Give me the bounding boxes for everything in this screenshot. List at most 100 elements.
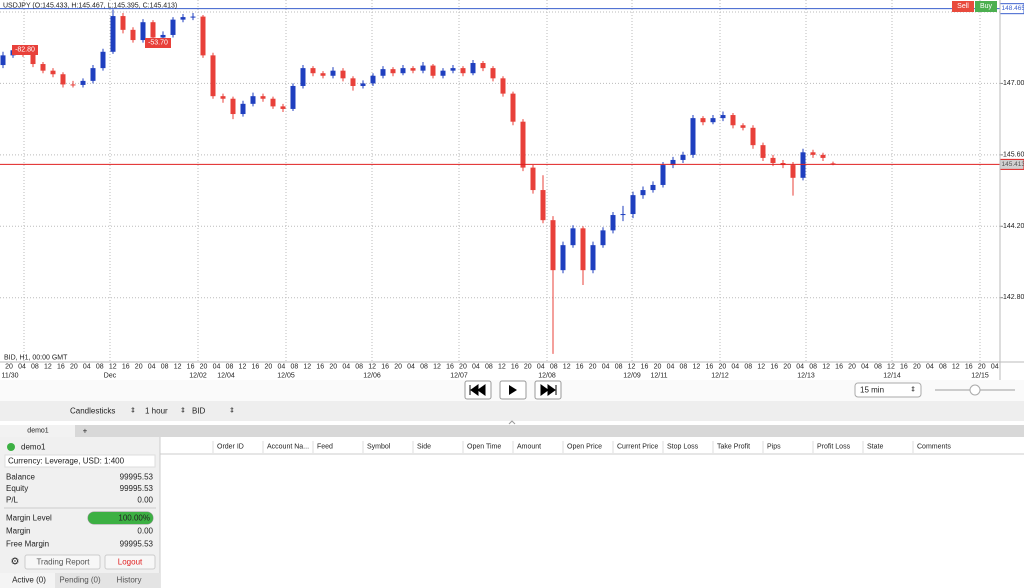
x-tick-label: 20 xyxy=(329,364,337,371)
column-header[interactable]: Pips xyxy=(767,444,781,451)
logout-label[interactable]: Logout xyxy=(118,558,143,567)
column-header[interactable]: Comments xyxy=(917,444,951,451)
order-tab[interactable]: Pending (0) xyxy=(59,576,101,585)
column-header[interactable]: Open Time xyxy=(467,444,501,451)
candle-body xyxy=(590,245,596,271)
account-label: Equity xyxy=(6,484,28,493)
column-header[interactable]: Side xyxy=(417,444,431,451)
column-header[interactable]: Profit Loss xyxy=(817,444,851,451)
candle-body xyxy=(500,78,506,94)
sell-button[interactable] xyxy=(952,1,974,12)
column-header[interactable]: Symbol xyxy=(367,444,391,451)
candle-body xyxy=(430,65,436,76)
candle-body xyxy=(330,70,336,76)
candle-body xyxy=(300,68,306,86)
x-tick-label: 12 xyxy=(628,364,636,371)
settings-icon[interactable]: ⚙ xyxy=(11,557,20,568)
x-tick-label: 20 xyxy=(135,364,143,371)
dropdown-arrow: ⇕ xyxy=(229,407,235,415)
candle-body xyxy=(80,80,86,85)
report-label[interactable]: Trading Report xyxy=(36,558,90,567)
candle-body xyxy=(670,159,676,166)
chart-type[interactable]: Candlesticks xyxy=(70,407,115,416)
timeframe[interactable]: 1 hour xyxy=(145,407,168,416)
interval-select[interactable] xyxy=(854,382,922,398)
trade-marker[interactable] xyxy=(12,45,38,55)
candle-body xyxy=(210,55,216,97)
column-header[interactable]: Amount xyxy=(517,444,541,451)
trade-marker[interactable] xyxy=(145,38,171,48)
x-tick-label: 12 xyxy=(174,364,182,371)
candle-body xyxy=(690,118,696,155)
candle-body xyxy=(90,68,96,81)
tab[interactable] xyxy=(0,425,75,437)
buy-label[interactable]: Buy xyxy=(980,3,993,10)
x-date-label: 12/09 xyxy=(623,373,641,380)
x-tick-label: 12 xyxy=(303,364,311,371)
trade-marker-label[interactable]: -53.70 xyxy=(148,40,168,47)
column-header[interactable]: Stop Loss xyxy=(667,444,699,451)
report-button[interactable] xyxy=(24,554,101,570)
column-header[interactable]: State xyxy=(867,444,883,451)
select-arrow: ⇕ xyxy=(910,386,916,394)
candle-body xyxy=(740,125,746,128)
logout-button[interactable] xyxy=(104,554,156,570)
x-tick-label: 08 xyxy=(615,364,623,371)
candle-body xyxy=(470,63,476,74)
candle-body xyxy=(550,220,556,271)
x-tick-label: 20 xyxy=(5,364,13,371)
trade-marker-label[interactable]: -82.80 xyxy=(15,47,35,54)
splitter-handle[interactable] xyxy=(508,420,516,425)
candle-body xyxy=(800,152,806,178)
column-header[interactable]: Take Profit xyxy=(717,444,750,451)
x-tick-label: 04 xyxy=(148,364,156,371)
column-header[interactable]: Open Price xyxy=(567,444,602,451)
margin-level-value: 100.00% xyxy=(118,514,150,523)
x-tick-label: 16 xyxy=(316,364,324,371)
sell-label[interactable]: Sell xyxy=(957,3,969,10)
add-tab[interactable]: + xyxy=(83,427,88,436)
candle-body xyxy=(810,152,816,155)
x-tick-label: 08 xyxy=(290,364,298,371)
margin-level-bar xyxy=(88,512,153,524)
order-tab-active[interactable] xyxy=(0,573,55,588)
order-tab[interactable]: Active (0) xyxy=(12,576,46,585)
buy-button[interactable] xyxy=(975,1,997,12)
x-tick-label: 12 xyxy=(109,364,117,371)
candle-body xyxy=(350,78,356,86)
candle-body xyxy=(710,118,716,123)
table-header: Order ID Account Na... Feed Symbol Side Open … xyxy=(212,441,951,453)
x-tick-label: 08 xyxy=(420,364,428,371)
tab-label[interactable]: demo1 xyxy=(27,428,49,435)
account-label: Free Margin xyxy=(6,540,49,549)
x-tick-label: 20 xyxy=(913,364,921,371)
x-tick-label: 12 xyxy=(822,364,830,371)
x-tick-label: 20 xyxy=(848,364,856,371)
candle-body xyxy=(450,68,456,71)
status-dot xyxy=(7,443,15,451)
interval-label[interactable]: 15 min xyxy=(860,386,884,395)
candle-body xyxy=(620,214,626,216)
column-header[interactable]: Account Na... xyxy=(267,444,309,451)
x-tick-label: 20 xyxy=(718,364,726,371)
slider-knob[interactable] xyxy=(969,384,981,396)
forward-icon xyxy=(540,384,557,396)
candle-body xyxy=(160,34,166,38)
candle-body xyxy=(30,53,36,65)
candle-body xyxy=(290,85,296,109)
x-tick-label: 16 xyxy=(57,364,65,371)
column-header[interactable]: Order ID xyxy=(217,444,244,451)
candle-body xyxy=(0,55,6,66)
x-date-label: 12/05 xyxy=(277,373,295,380)
column-header[interactable]: Current Price xyxy=(617,444,658,451)
price-side[interactable]: BID xyxy=(192,407,206,416)
candle-body xyxy=(730,115,736,126)
x-tick-label: 04 xyxy=(342,364,350,371)
order-tab[interactable]: History xyxy=(117,576,142,585)
candle-body xyxy=(660,165,666,185)
x-tick-label: 08 xyxy=(550,364,558,371)
x-tick-label: 12 xyxy=(368,364,376,371)
column-header[interactable]: Feed xyxy=(317,444,333,451)
candle-body xyxy=(140,22,146,41)
x-date-label: 12/06 xyxy=(363,373,381,380)
